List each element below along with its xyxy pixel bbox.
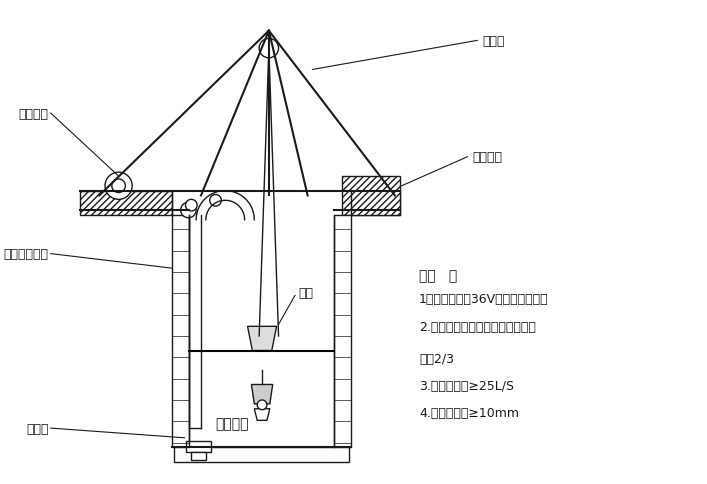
Text: 砖砌井圈: 砖砌井圈 — [472, 151, 503, 164]
Text: 照明灯具: 照明灯具 — [216, 416, 249, 430]
Bar — [341, 177, 399, 215]
Text: 1：孔内照明为36V低电压电灯灯泡: 1：孔内照明为36V低电压电灯灯泡 — [419, 293, 549, 306]
Bar — [192, 453, 206, 460]
Text: 4.钢丝绳直径≥10mm: 4.钢丝绳直径≥10mm — [419, 406, 519, 419]
Circle shape — [210, 195, 221, 207]
Text: 潜水泵: 潜水泵 — [26, 422, 49, 435]
Circle shape — [105, 173, 132, 200]
Bar — [172, 215, 189, 448]
Text: 2.吊桶为皮桶，一次装土量不超过: 2.吊桶为皮桶，一次装土量不超过 — [419, 320, 536, 333]
Polygon shape — [247, 327, 276, 351]
Circle shape — [185, 200, 197, 212]
Bar — [80, 191, 172, 215]
Text: 风机及送风管: 风机及送风管 — [4, 248, 49, 260]
Bar — [174, 448, 349, 462]
Text: 电动葫芦: 电动葫芦 — [19, 107, 49, 121]
Circle shape — [181, 203, 196, 218]
Polygon shape — [252, 385, 273, 404]
Circle shape — [112, 180, 125, 193]
Bar — [187, 441, 211, 453]
Text: 吊桶: 吊桶 — [298, 287, 313, 299]
Text: 钢架管: 钢架管 — [482, 35, 505, 48]
Text: 说明   ：: 说明 ： — [419, 269, 457, 283]
Bar — [351, 191, 399, 215]
Bar — [334, 215, 351, 448]
Text: 3.孔内送风量≥25L/S: 3.孔内送风量≥25L/S — [419, 379, 514, 392]
Text: 容量2/3: 容量2/3 — [419, 352, 454, 365]
Polygon shape — [255, 409, 270, 421]
Circle shape — [257, 400, 267, 410]
